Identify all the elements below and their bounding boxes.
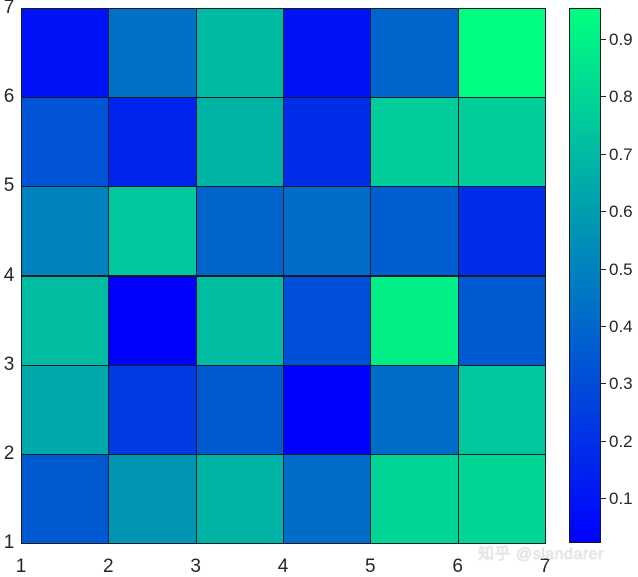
colorbar-tick-mark <box>601 96 606 98</box>
colorbar-tick-mark <box>601 498 606 500</box>
heatmap-cell <box>457 8 546 99</box>
heatmap-cell <box>283 186 372 277</box>
heatmap-cell <box>457 275 546 366</box>
colorbar-tick-mark <box>601 268 606 270</box>
heatmap-cell <box>21 275 110 366</box>
heatmap-cell <box>195 364 284 455</box>
colorbar-tick-mark <box>601 326 606 327</box>
heatmap-cell <box>370 97 459 188</box>
heatmap-cell <box>457 97 546 188</box>
heatmap-cell <box>370 275 459 366</box>
heatmap-cell <box>108 97 197 188</box>
heatmap-cell <box>195 186 284 277</box>
y-tick-label: 3 <box>3 353 15 375</box>
heatmap-cell <box>195 97 284 188</box>
colorbar <box>569 8 601 543</box>
heatmap-cell <box>283 8 372 99</box>
x-tick-label: 3 <box>190 556 201 577</box>
y-tick-label: 5 <box>3 175 15 197</box>
colorbar-tick-mark <box>601 153 606 155</box>
heatmap-cell <box>370 453 459 544</box>
y-tick-label: 1 <box>3 532 15 553</box>
heatmap-cell <box>457 453 546 544</box>
heatmap-cell <box>370 186 459 277</box>
heatmap-cell <box>283 275 372 366</box>
heatmap-cell <box>195 8 284 99</box>
heatmap-cell <box>108 364 197 455</box>
colorbar-tick-label: 0.4 <box>609 317 633 336</box>
x-tick-label: 7 <box>539 556 551 577</box>
colorbar-tick-label: 0.1 <box>609 489 633 509</box>
colorbar-tick-label: 0.7 <box>609 144 633 164</box>
heatmap-cell <box>21 8 110 99</box>
heatmap-cell <box>457 186 546 277</box>
colorbar-tick-mark <box>601 383 606 385</box>
colorbar-tick-label: 0.6 <box>609 202 633 222</box>
heatmap-cell <box>195 453 284 544</box>
y-tick-label: 6 <box>3 86 15 108</box>
heatmap-cell <box>283 453 372 544</box>
heatmap-cell <box>21 97 110 188</box>
heatmap-cell <box>370 8 459 99</box>
heatmap-cell <box>283 364 372 455</box>
heatmap-cell <box>108 8 197 99</box>
colorbar-tick-mark <box>601 38 606 40</box>
colorbar-tick-label: 0.8 <box>609 87 633 107</box>
x-tick-label: 6 <box>452 556 463 577</box>
heatmap-cell <box>283 97 372 188</box>
colorbar-tick-label: 0.5 <box>609 259 633 279</box>
y-tick-label: 7 <box>3 0 15 18</box>
heatmap-cell <box>457 364 546 455</box>
heatmap-plot-area <box>21 8 546 544</box>
colorbar-tick-label: 0.3 <box>609 374 633 394</box>
colorbar-tick-mark <box>601 211 606 213</box>
x-tick-label: 2 <box>103 556 114 577</box>
colorbar-tick-label: 0.9 <box>609 29 633 49</box>
heatmap-cell <box>108 186 197 277</box>
heatmap-cell <box>21 453 110 544</box>
heatmap-cell <box>108 453 197 544</box>
heatmap-cell <box>21 364 110 455</box>
heatmap-cell <box>370 364 459 455</box>
heatmap-cell <box>195 275 284 366</box>
x-tick-label: 5 <box>365 556 376 577</box>
heatmap-cell <box>108 275 197 366</box>
y-tick-label: 4 <box>3 264 15 286</box>
watermark: 知乎 @slandarer <box>478 546 604 563</box>
colorbar-tick-label: 0.2 <box>609 431 633 451</box>
colorbar-tick-mark <box>601 440 606 442</box>
heatmap-cell <box>21 186 110 277</box>
x-tick-label: 1 <box>15 556 27 577</box>
x-tick-label: 4 <box>277 556 289 577</box>
y-tick-label: 2 <box>3 442 15 464</box>
